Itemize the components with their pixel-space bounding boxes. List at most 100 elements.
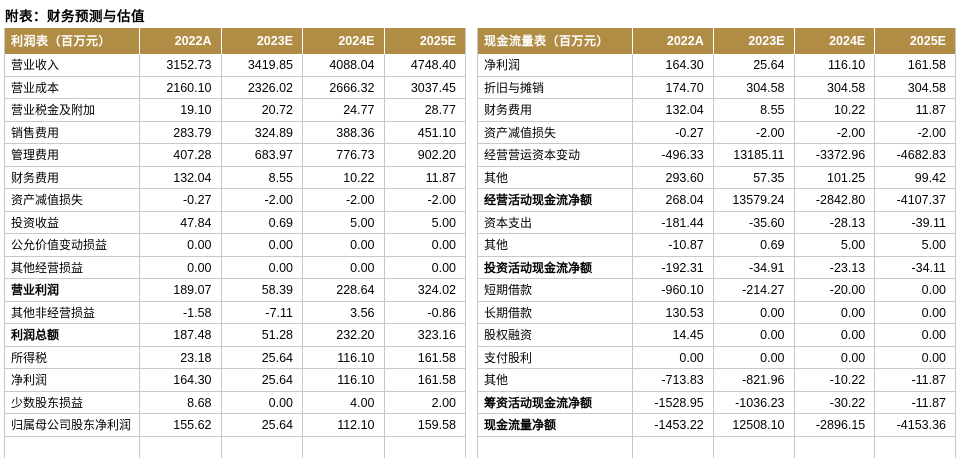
empty-row: [478, 436, 955, 458]
cell-value: -2.00: [302, 189, 384, 211]
row-label: 长期借款: [484, 305, 533, 320]
table-row: 资产减值损失 -0.27 -2.00 -2.00 -2.00: [478, 121, 955, 144]
table-row: 长期借款 130.53 0.00 0.00 0.00: [478, 301, 955, 324]
table-row: 投资收益 47.84 0.69 5.00 5.00: [5, 211, 466, 234]
row-label: 折旧与摊销: [484, 80, 545, 95]
row-label: 营业税金及附加: [11, 103, 96, 117]
cell-value: 187.48: [139, 324, 221, 346]
row-label: 营业成本: [11, 80, 60, 95]
cell-value: -2.00: [793, 121, 875, 143]
cell-value: 0.00: [712, 346, 794, 368]
cell-value: 2.00: [383, 391, 466, 413]
cell-value: -3372.96: [793, 144, 875, 166]
row-label: 经营营运资本变动: [484, 148, 581, 162]
cell-value: 112.10: [302, 414, 384, 436]
cell-value: -35.60: [712, 211, 794, 233]
table-title: 现金流量表（百万元）: [484, 34, 610, 48]
cell-value: 0.00: [383, 256, 466, 278]
cell-value: -821.96: [712, 369, 794, 391]
cell-value: 293.60: [632, 166, 713, 188]
cell-value: 11.87: [383, 166, 466, 188]
cell-value: 4088.04: [302, 54, 384, 76]
cell-value: 8.55: [712, 99, 794, 121]
cell-value: 13579.24: [712, 189, 794, 211]
cell-value: 116.10: [793, 54, 875, 76]
cell-value: 3.56: [302, 301, 384, 323]
income-statement-table: 利润表（百万元） 2022A 2023E 2024E 2025E 营业收入 3152.73 3…: [4, 28, 466, 458]
table-row: 财务费用 132.04 8.55 10.22 11.87: [478, 99, 955, 122]
cell-value: -39.11: [874, 211, 955, 233]
row-label: 利润总额: [11, 328, 60, 342]
row-label: 其他: [484, 170, 509, 185]
cell-value: -34.91: [712, 256, 794, 278]
cell-value: -4107.37: [874, 189, 955, 211]
cell-value: 10.22: [793, 99, 875, 121]
row-label: 营业利润: [11, 283, 60, 297]
cell-value: 324.89: [220, 121, 303, 143]
cell-value: -2896.15: [793, 414, 875, 436]
cell-value: 132.04: [139, 166, 221, 188]
cell-value: -214.27: [712, 279, 794, 301]
cell-value: 24.77: [302, 99, 384, 121]
cell-value: 0.00: [874, 324, 955, 346]
cell-value: 20.72: [220, 99, 303, 121]
cell-value: -28.13: [793, 211, 875, 233]
table-row: 利润总额 187.48 51.28 232.20 323.16: [5, 324, 465, 347]
column-header: 2023E: [712, 28, 794, 54]
cell-value: -1036.23: [712, 391, 794, 413]
cell-value: -10.22: [793, 369, 875, 391]
table-row: 其他经营损益 0.00 0.00 0.00 0.00: [5, 256, 466, 279]
cell-value: 101.25: [793, 166, 875, 188]
page-title: 附表：财务预测与估值: [5, 9, 145, 25]
cell-value: 2160.10: [139, 76, 221, 98]
table-row: 营业成本 2160.10 2326.02 2666.32 3037.45: [5, 76, 465, 99]
cell-value: 0.69: [220, 211, 303, 233]
cell-value: 0.00: [302, 256, 384, 278]
cell-value: 8.68: [139, 391, 221, 413]
cell-value: 0.00: [302, 234, 384, 256]
cell-value: 25.64: [220, 346, 303, 368]
cell-value: 99.42: [874, 166, 955, 188]
cell-value: 28.77: [383, 99, 466, 121]
table-row: 其他 -713.83 -821.96 -10.22 -11.87: [478, 369, 955, 392]
cell-value: -0.27: [139, 189, 221, 211]
cell-value: 5.00: [302, 211, 384, 233]
cell-value: -2.00: [874, 121, 955, 143]
cell-value: 4.00: [302, 391, 384, 413]
cell-value: 0.00: [793, 346, 875, 368]
cell-value: 25.64: [712, 54, 794, 76]
cell-value: -11.87: [874, 369, 955, 391]
table-row: 折旧与摊销 174.70 304.58 304.58 304.58: [478, 76, 955, 99]
column-header: 2025E: [874, 28, 955, 54]
row-label: 其他经营损益: [11, 260, 84, 275]
row-label: 其他非经营损益: [11, 305, 96, 320]
cell-value: 0.00: [383, 234, 466, 256]
row-label: 少数股东损益: [11, 395, 84, 410]
cell-value: 5.00: [383, 211, 466, 233]
cell-value: -7.11: [220, 301, 303, 323]
cell-value: -10.87: [632, 234, 713, 256]
cell-value: 58.39: [220, 279, 303, 301]
cell-value: 161.58: [383, 369, 466, 391]
cell-value: 0.00: [874, 279, 955, 301]
cell-value: -30.22: [793, 391, 875, 413]
column-header: 2024E: [302, 28, 384, 54]
cell-value: 0.00: [139, 234, 221, 256]
table-row: 经营活动现金流净额 268.04 13579.24 -2842.80 -4107.37: [478, 189, 955, 212]
table-row: 其他 -10.87 0.69 5.00 5.00: [478, 234, 955, 257]
cell-value: 0.00: [874, 301, 955, 323]
cell-value: -1453.22: [632, 414, 713, 436]
row-label: 净利润: [484, 58, 521, 72]
cell-value: 324.02: [383, 279, 466, 301]
row-label: 管理费用: [11, 148, 60, 162]
cell-value: 5.00: [874, 234, 955, 256]
cell-value: 164.30: [139, 369, 221, 391]
cell-value: 10.22: [302, 166, 384, 188]
row-label: 归属母公司股东净利润: [11, 418, 132, 432]
cell-value: -2.00: [712, 121, 794, 143]
cell-value: 776.73: [302, 144, 384, 166]
empty-cell: [712, 436, 794, 458]
table-row: 资产减值损失 -0.27 -2.00 -2.00 -2.00: [5, 189, 465, 212]
cell-value: 51.28: [220, 324, 303, 346]
cell-value: 0.00: [220, 234, 303, 256]
